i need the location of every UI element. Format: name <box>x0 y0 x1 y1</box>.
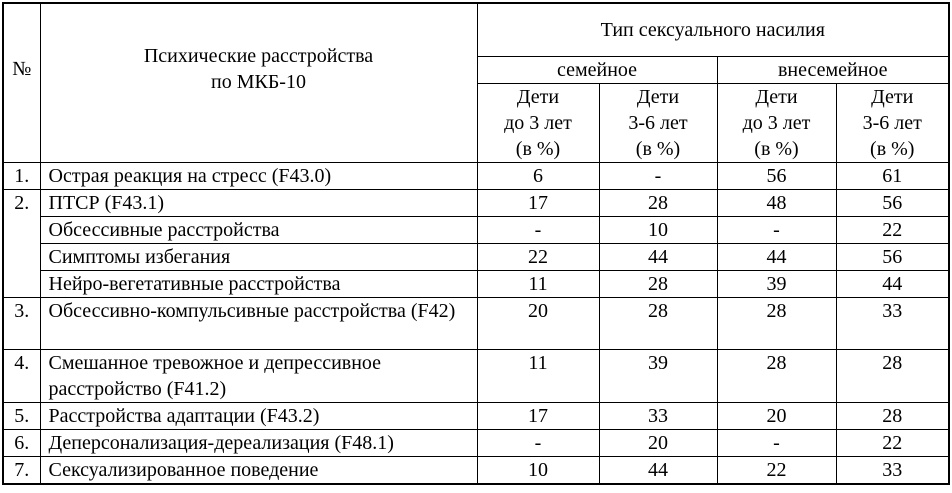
value-cell: 28 <box>598 270 718 298</box>
value-cell: 11 <box>476 270 600 298</box>
value-cell: 44 <box>835 270 950 298</box>
value-cell: - <box>598 162 718 190</box>
value-cell: 33 <box>598 402 718 430</box>
value-cell: 28 <box>598 297 718 350</box>
value-cell: 6 <box>476 162 600 190</box>
value-cell: 28 <box>835 402 950 430</box>
table-row: 2. ПТСР (F43.1) 17 28 48 56 <box>2 189 950 298</box>
disorder-name-cell: Деперсонализация-дереализация (F48.1) <box>39 429 478 457</box>
table-row: 5. Расстройства адаптации (F43.2) 17 33 … <box>2 402 950 430</box>
disorder-name-cell: Симптомы избегания <box>39 243 478 271</box>
col-header-nonfamily-3to6: Дети 3-6 лет (в %) <box>835 83 950 163</box>
disorder-name-cell: Смешанное тревожное и депрессивное расст… <box>39 349 478 403</box>
value-cell: 11 <box>476 349 600 403</box>
value-cell: 20 <box>476 297 600 350</box>
header-row-2: семейное внесемейное <box>3 56 950 84</box>
col-header-family-under3: Дети до 3 лет (в %) <box>476 83 600 163</box>
value-cell: - <box>476 429 600 457</box>
value-cell: 61 <box>835 162 950 190</box>
disorder-name-cell: Расстройства адаптации (F43.2) <box>39 402 478 430</box>
value-cell: 10 <box>476 456 600 485</box>
disorder-name-cell: Острая реакция на стресс (F43.0) <box>39 162 478 190</box>
disorder-name-cell: Сексуализированное поведение <box>39 456 478 485</box>
disorder-name-cell: Обсессивные расстройства <box>39 216 478 244</box>
value-cell: 48 <box>716 189 837 217</box>
value-cell: 20 <box>716 402 837 430</box>
col-header-family-3to6: Дети 3-6 лет (в %) <box>598 83 718 163</box>
header-row-3: Дети до 3 лет (в %) Дети 3-6 лет (в %) Д… <box>3 83 950 163</box>
row-num-cell: 5. <box>2 402 41 430</box>
value-cell: 28 <box>835 349 950 403</box>
table-row: Обсессивные расстройства - 10 - 22 <box>3 216 950 244</box>
value-cell: 44 <box>598 456 718 485</box>
value-cell: 22 <box>476 243 600 271</box>
value-cell: 44 <box>716 243 837 271</box>
value-cell: 20 <box>598 429 718 457</box>
value-cell: 10 <box>598 216 718 244</box>
header-row-1: № Психические расстройства по МКБ-10 Тип… <box>2 2 950 163</box>
col-header-nonfamily: внесемейное <box>716 56 950 84</box>
value-cell: - <box>716 216 837 244</box>
table-row: 4. Смешанное тревожное и депрессивное ра… <box>2 349 950 403</box>
value-cell: 33 <box>835 456 950 485</box>
row-num-cell: 2. <box>2 189 41 298</box>
col-header-number: № <box>2 2 41 163</box>
disorders-table: № Психические расстройства по МКБ-10 Тип… <box>2 2 951 485</box>
value-cell: 22 <box>835 216 950 244</box>
value-cell: 28 <box>716 297 837 350</box>
value-cell: 22 <box>835 429 950 457</box>
value-cell: 44 <box>598 243 718 271</box>
table-row: 1. Острая реакция на стресс (F43.0) 6 - … <box>2 162 950 190</box>
value-cell: 39 <box>716 270 837 298</box>
value-cell: 28 <box>598 189 718 217</box>
value-cell: 17 <box>476 402 600 430</box>
row-num-cell: 3. <box>2 297 41 350</box>
col-header-nonfamily-under3: Дети до 3 лет (в %) <box>716 83 837 163</box>
col-header-family: семейное <box>476 56 718 84</box>
value-cell: 33 <box>835 297 950 350</box>
disorder-name-cell: Обсессивно-компульсивные расстройства (F… <box>39 297 478 350</box>
value-cell: 17 <box>476 189 600 217</box>
value-cell: 56 <box>835 243 950 271</box>
disorder-name-cell: ПТСР (F43.1) <box>39 189 478 217</box>
row-num-cell: 6. <box>2 429 41 457</box>
col-header-disorders: Психические расстройства по МКБ-10 <box>39 2 478 163</box>
value-cell: 56 <box>716 162 837 190</box>
table-row: 6. Деперсонализация-дереализация (F48.1)… <box>2 429 950 457</box>
row-num-cell: 4. <box>2 349 41 403</box>
value-cell: - <box>716 429 837 457</box>
row-num-cell: 1. <box>2 162 41 190</box>
table-row: 7. Сексуализированное поведение 10 44 22… <box>2 456 950 485</box>
row-num-cell: 7. <box>2 456 41 485</box>
value-cell: 56 <box>835 189 950 217</box>
value-cell: 39 <box>598 349 718 403</box>
table-row: Нейро-вегетативные расстройства 11 28 39… <box>3 270 950 298</box>
table-row: 3. Обсессивно-компульсивные расстройства… <box>2 297 950 350</box>
disorder-name-cell: Нейро-вегетативные расстройства <box>39 270 478 298</box>
col-header-violence-type: Тип сексуального насилия <box>476 2 950 57</box>
table-row: Симптомы избегания 22 44 44 56 <box>3 243 950 271</box>
value-cell: 22 <box>716 456 837 485</box>
value-cell: - <box>476 216 600 244</box>
value-cell: 28 <box>716 349 837 403</box>
